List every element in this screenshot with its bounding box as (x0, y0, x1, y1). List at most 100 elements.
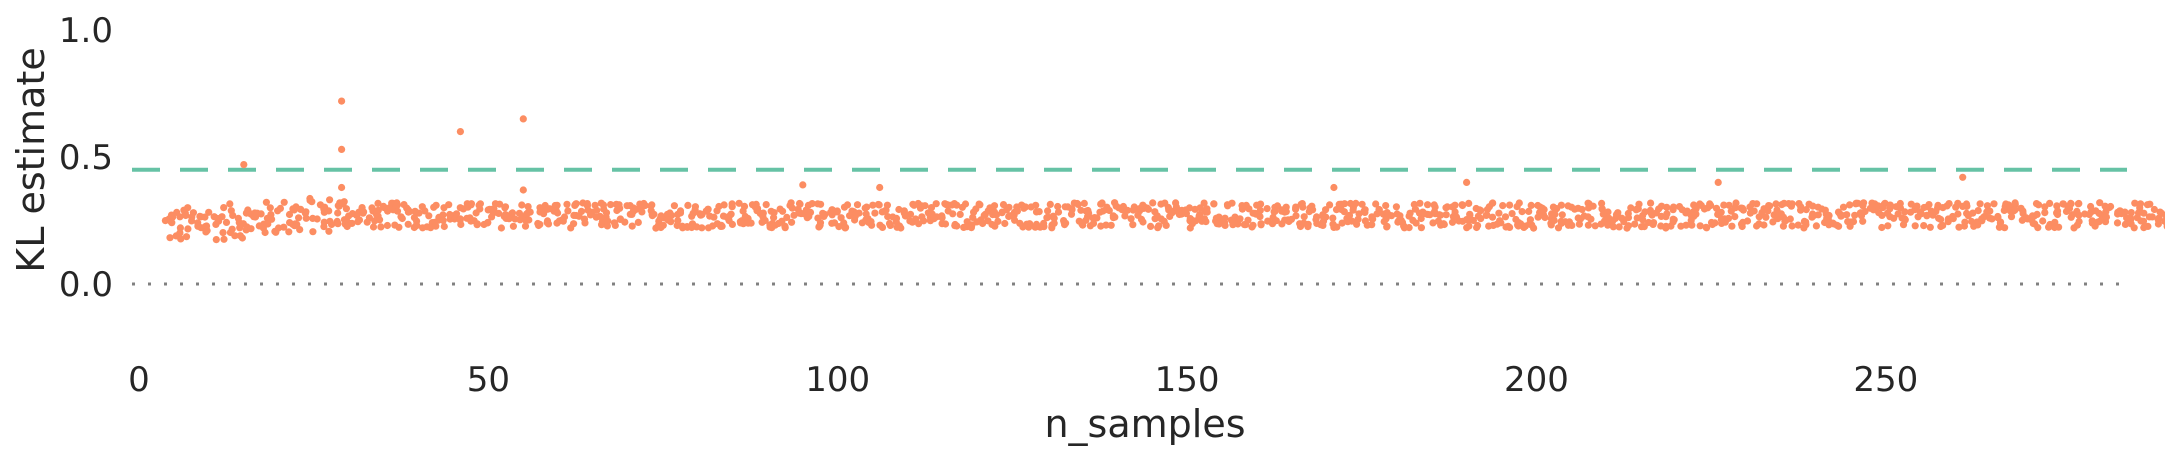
data-point (1272, 217, 1280, 225)
data-point (1782, 216, 1790, 224)
data-point (1312, 216, 1320, 224)
x-axis-label: n_samples (1044, 402, 1245, 446)
data-point (704, 205, 712, 214)
data-point (212, 236, 220, 244)
data-point (1105, 206, 1113, 215)
data-point (741, 212, 749, 221)
data-point (554, 209, 562, 217)
data-point (1954, 210, 1962, 218)
data-point (583, 200, 591, 208)
data-point (570, 220, 578, 228)
data-point (1504, 222, 1512, 230)
data-point (264, 220, 272, 228)
data-point (342, 205, 350, 213)
data-point (212, 220, 220, 228)
data-point (1080, 199, 1088, 207)
data-point (1078, 220, 1086, 228)
data-point (2148, 213, 2156, 221)
data-point (1696, 222, 1704, 230)
data-point (2140, 209, 2148, 217)
data-point (770, 214, 778, 222)
data-point (1920, 222, 1928, 230)
data-point (1073, 199, 1081, 208)
data-point (1236, 215, 1244, 223)
data-point (1501, 213, 1510, 221)
data-point (266, 204, 274, 212)
data-point (1969, 209, 1977, 217)
data-point-outlier (1463, 178, 1471, 186)
data-point (496, 200, 504, 208)
data-point (1375, 205, 1383, 214)
data-point (2096, 199, 2104, 207)
data-point (607, 201, 615, 209)
data-point (1843, 211, 1851, 219)
data-point (374, 206, 382, 214)
data-point (476, 200, 484, 208)
data-point (1738, 204, 1747, 212)
data-point (1499, 202, 1507, 210)
data-point (1518, 208, 1526, 216)
data-point (740, 202, 749, 210)
data-point (915, 220, 923, 228)
data-point (1929, 211, 1937, 219)
data-point (1273, 202, 1282, 210)
data-point (1420, 209, 1428, 218)
data-point (1624, 222, 1633, 230)
data-point (1335, 200, 1343, 208)
data-point (280, 223, 288, 231)
data-point (894, 222, 902, 230)
data-point (735, 199, 743, 207)
data-point (1976, 200, 1984, 208)
data-point (176, 224, 184, 232)
data-point (546, 205, 554, 213)
data-point (999, 201, 1008, 209)
data-point (558, 216, 566, 224)
data-point (961, 200, 970, 208)
data-point (1257, 221, 1265, 229)
data-point (956, 210, 964, 218)
data-point (684, 201, 692, 209)
data-point (2007, 213, 2016, 221)
data-point (1257, 200, 1265, 208)
data-point (377, 223, 385, 231)
data-point (1040, 219, 1048, 227)
data-point (1901, 208, 1909, 216)
data-point (1149, 199, 1157, 207)
data-point (1054, 208, 1063, 216)
data-point (688, 212, 696, 220)
data-point (1358, 200, 1366, 208)
data-point (348, 219, 356, 227)
data-point (1354, 215, 1362, 223)
data-point (657, 223, 665, 232)
data-point (1983, 202, 1991, 210)
data-point (676, 207, 685, 215)
data-point (1624, 209, 1632, 218)
data-point (1923, 211, 1931, 219)
data-point (1550, 216, 1558, 225)
data-point (938, 214, 946, 222)
data-point (2041, 209, 2049, 217)
data-point (2139, 217, 2148, 225)
data-point (2102, 213, 2110, 221)
data-point (1963, 202, 1971, 210)
data-point (1911, 222, 1919, 230)
data-point (1802, 206, 1810, 214)
data-point (932, 200, 940, 208)
data-point (1256, 206, 1264, 214)
data-point (1129, 206, 1137, 214)
data-point (2126, 214, 2134, 222)
data-point (2034, 201, 2043, 209)
data-point (1901, 216, 1909, 224)
data-point (334, 220, 342, 228)
data-point (203, 222, 211, 230)
data-point (1633, 214, 1641, 222)
data-point (1001, 219, 1009, 228)
data-point (320, 208, 328, 216)
data-point (1707, 218, 1716, 227)
data-point (334, 209, 342, 217)
data-point (1026, 220, 1034, 228)
data-point (274, 207, 282, 215)
data-point (2087, 202, 2095, 211)
data-point (808, 200, 816, 208)
data-point (1914, 213, 1922, 221)
